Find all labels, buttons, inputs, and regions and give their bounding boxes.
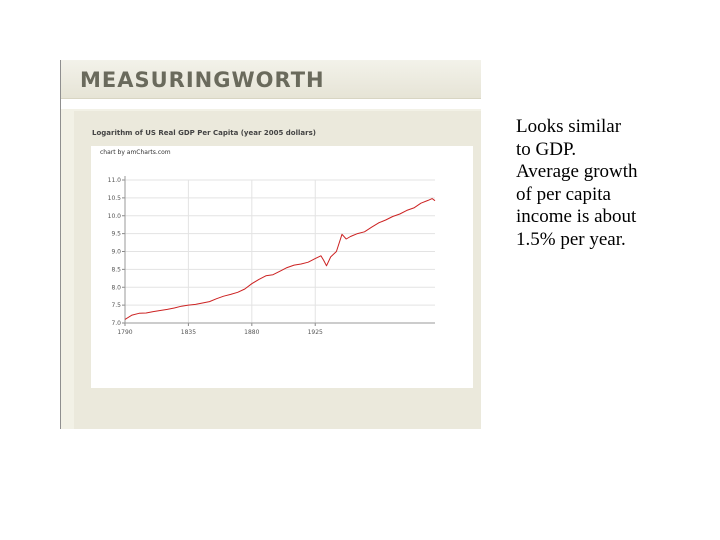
- site-logo: MEASURINGWORTH: [80, 68, 325, 92]
- y-tick-label: 10.5: [108, 195, 122, 202]
- y-tick-label: 7.5: [111, 302, 121, 309]
- x-tick-label: 1880: [244, 329, 259, 336]
- header-band: [60, 99, 481, 109]
- chart-credit: chart by amCharts.com: [100, 149, 171, 156]
- y-tick-label: 8.5: [111, 266, 121, 273]
- x-tick-label: 1790: [117, 329, 132, 336]
- caption-text: Looks similar to GDP. Average growth of …: [516, 116, 638, 250]
- chart-box: [91, 146, 473, 388]
- y-tick-label: 9.0: [111, 249, 121, 256]
- line-chart: 7.0 7.5 8.0 8.5 9.0 9.5 10.0 10.5 11.0 1790 1835 18…: [108, 176, 436, 336]
- y-tick-label: 11.0: [108, 177, 122, 184]
- y-tick-label: 10.0: [108, 213, 122, 220]
- screenshot-panel: MEASURINGWORTH Logarithm of US Real GDP …: [60, 60, 481, 429]
- panel-border: [60, 60, 61, 429]
- y-tick-label: 8.0: [111, 284, 121, 291]
- y-tick-label: 7.0: [111, 320, 121, 327]
- x-tick-label: 1925: [308, 329, 323, 336]
- series-line: [124, 198, 436, 320]
- x-tick-label: 1835: [181, 329, 196, 336]
- chart-title: Logarithm of US Real GDP Per Capita (yea…: [92, 129, 316, 137]
- brand-bar: MEASURINGWORTH: [60, 60, 481, 99]
- y-tick-label: 9.5: [111, 231, 121, 238]
